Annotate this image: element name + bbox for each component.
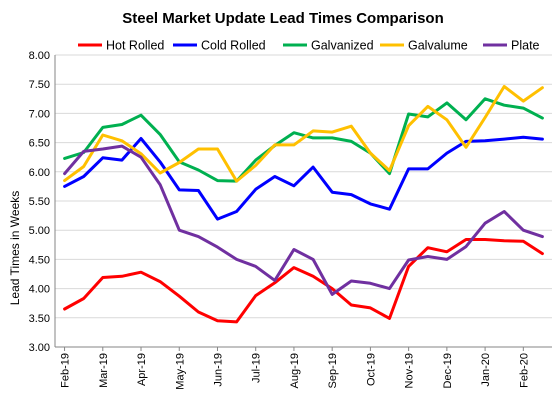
legend-label: Plate <box>511 39 540 53</box>
x-axis-ticks: Feb-19 Mar-19 Apr-19 May-19 Jun-19 Jul-19 Aug-… <box>60 347 530 390</box>
series-line-hot-rolled <box>63 238 544 324</box>
x-tick-label: Jul-19 <box>251 353 263 383</box>
legend-label: Hot Rolled <box>106 39 164 53</box>
chart-title: Steel Market Update Lead Times Compariso… <box>122 10 443 27</box>
y-tick-label: 6.00 <box>29 167 50 179</box>
legend-label: Galvalume <box>408 39 468 53</box>
series-line-galvanized <box>63 97 544 183</box>
series-line-plate <box>63 144 544 296</box>
y-tick-label: 5.50 <box>29 196 50 208</box>
y-tick-label: 4.00 <box>29 284 50 296</box>
x-tick-label: Jun-19 <box>212 353 224 387</box>
legend: Hot Rolled Cold Rolled Galvanized Galvalume… <box>78 39 540 53</box>
series-line-galvalume <box>63 85 544 183</box>
x-tick-label: Feb-20 <box>518 353 530 388</box>
y-tick-label: 3.50 <box>29 313 50 325</box>
legend-label: Cold Rolled <box>201 39 266 53</box>
x-tick-label: Feb-19 <box>60 353 72 388</box>
x-tick-label: Mar-19 <box>98 353 110 388</box>
axes <box>54 55 552 348</box>
x-tick-label: May-19 <box>174 353 186 390</box>
gridlines <box>55 54 552 319</box>
x-tick-label: Dec-19 <box>442 353 454 388</box>
y-tick-label: 5.00 <box>29 225 50 237</box>
x-tick-label: Oct-19 <box>365 353 377 386</box>
y-tick-label: 8.00 <box>29 50 50 62</box>
y-tick-label: 7.00 <box>29 108 50 120</box>
y-tick-label: 3.00 <box>29 342 50 354</box>
y-axis-title: Lead Times in Weeks <box>8 191 22 306</box>
legend-label: Galvanized <box>311 39 374 53</box>
y-tick-label: 6.50 <box>29 138 50 150</box>
x-tick-label: Jan-20 <box>480 353 492 387</box>
y-tick-label: 4.50 <box>29 254 50 266</box>
x-tick-label: Sep-19 <box>327 353 339 388</box>
y-tick-label: 7.50 <box>29 79 50 91</box>
x-tick-label: Apr-19 <box>136 353 148 386</box>
series-lines <box>63 85 544 324</box>
y-axis-ticks: 3.00 3.50 4.00 4.50 5.00 5.50 6.00 6.50 7.00 7.50… <box>29 50 50 354</box>
x-tick-label: Aug-19 <box>289 353 301 388</box>
x-tick-label: Nov-19 <box>404 353 416 388</box>
